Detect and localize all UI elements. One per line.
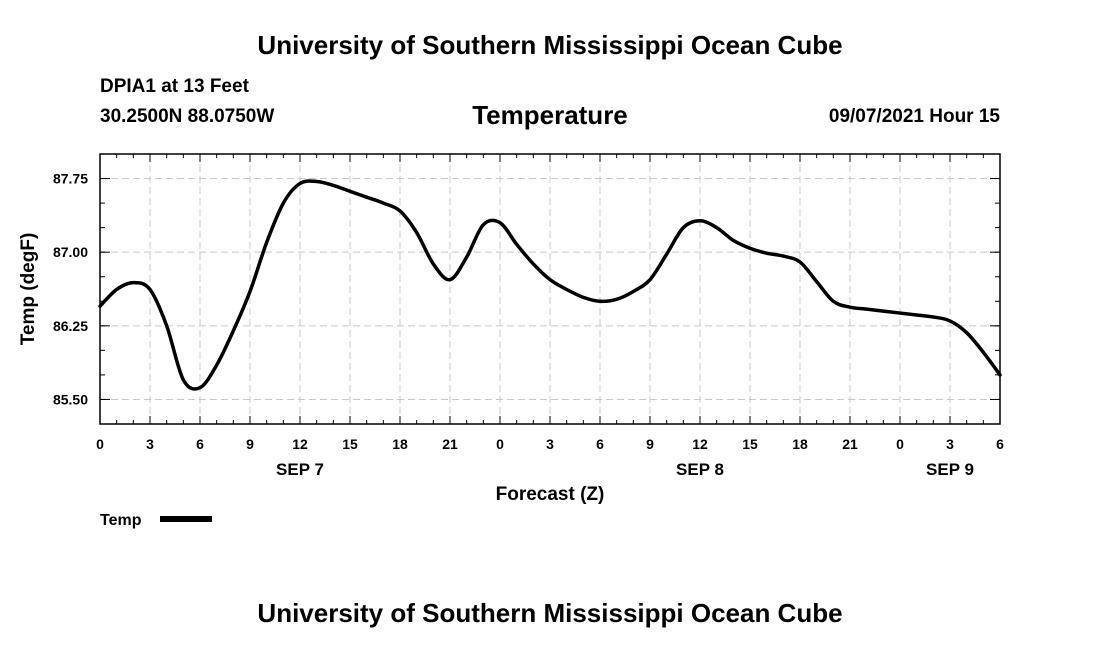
y-axis-title: Temp (degF) (18, 233, 39, 346)
x-axis-title: Forecast (Z) (496, 484, 605, 505)
x-tick-label: 18 (392, 436, 408, 452)
x-tick-label: 21 (442, 436, 458, 452)
y-tick-label: 87.00 (53, 244, 88, 260)
x-tick-label: 3 (546, 436, 554, 452)
x-tick-label: 3 (146, 436, 154, 452)
x-tick-label: 3 (946, 436, 954, 452)
x-tick-label: 0 (96, 436, 104, 452)
temperature-chart: 0 3 6 9 12 15 18 21 0 3 6 9 12 15 18 21 0 3 6 SEP 7 SEP 8 SEP… (18, 153, 1004, 529)
x-tick-label: 21 (842, 436, 858, 452)
y-tick-label: 86.25 (53, 318, 88, 334)
legend-label: Temp (100, 512, 142, 529)
legend-swatch (160, 516, 212, 522)
date-label: SEP 9 (926, 460, 974, 479)
footer-title: University of Southern Mississippi Ocean… (257, 598, 843, 628)
temp-series-line (98, 179, 1002, 391)
x-tick-label: 9 (246, 436, 254, 452)
tick-label-layer: 0 3 6 9 12 15 18 21 0 3 6 9 12 15 18 21 0 3 6 SEP 7 SEP 8 SEP… (53, 171, 1004, 479)
x-tick-label: 18 (792, 436, 808, 452)
x-tick-label: 0 (896, 436, 904, 452)
x-tick-label: 6 (596, 436, 604, 452)
y-tick-label: 85.50 (53, 391, 88, 407)
header-title: University of Southern Mississippi Ocean… (257, 30, 843, 60)
date-label: SEP 7 (276, 460, 324, 479)
y-tick-label: 87.75 (53, 171, 88, 187)
station-name: DPIA1 at 13 Feet (100, 76, 249, 97)
date-label: SEP 8 (676, 460, 724, 479)
grid-layer (100, 154, 1000, 424)
chart-title: Temperature (472, 100, 628, 130)
x-tick-label: 6 (996, 436, 1004, 452)
x-tick-label: 0 (496, 436, 504, 452)
x-tick-label: 12 (292, 436, 308, 452)
x-tick-label: 15 (742, 436, 758, 452)
tick-layer (99, 154, 1001, 424)
x-tick-label: 6 (196, 436, 204, 452)
x-tick-label: 15 (342, 436, 358, 452)
forecast-time: 09/07/2021 Hour 15 (828, 106, 1000, 127)
x-tick-label: 12 (692, 436, 708, 452)
x-tick-label: 9 (646, 436, 654, 452)
station-coordinates: 30.2500N 88.0750W (100, 106, 275, 127)
